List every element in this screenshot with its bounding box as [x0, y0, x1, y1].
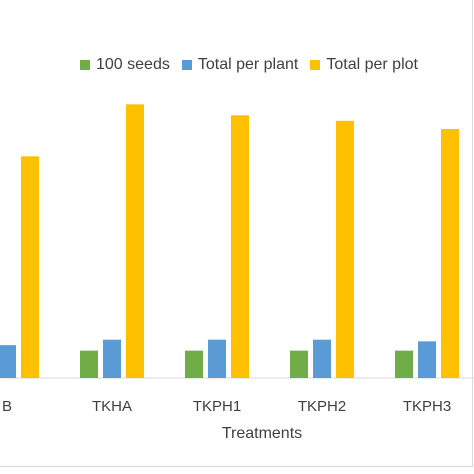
- legend-label: Total per plot: [326, 56, 418, 73]
- bar-tkph3-series-2: [441, 128, 459, 378]
- bar-tkph2-series-1: [313, 339, 331, 378]
- x-tick-label: B: [2, 398, 12, 415]
- bar-tkph3-series-0: [395, 350, 413, 378]
- legend-label: 100 seeds: [96, 56, 170, 73]
- legend-swatch: [181, 60, 192, 70]
- legend-item-100-seeds: 100 seeds: [80, 56, 170, 74]
- bar-tkph3-series-1: [418, 341, 436, 378]
- x-tick-label: TKHA: [92, 398, 132, 415]
- bar-tkph1-series-1: [208, 339, 226, 378]
- legend-swatch: [80, 60, 90, 70]
- bar-tkph2-series-2: [336, 120, 354, 379]
- bar-b-series-2: [21, 156, 39, 378]
- x-tick-label: TKPH3: [403, 398, 451, 415]
- bar-tkph1-series-0: [185, 350, 203, 378]
- bar-tkph2-series-0: [290, 350, 308, 378]
- legend-swatch: [310, 60, 321, 70]
- bar-b-series-1: [0, 345, 16, 378]
- bar-tkha-series-2: [126, 104, 144, 378]
- chart-legend: 100 seeds Total per plant Total per plot: [80, 56, 418, 74]
- bar-tkha-series-1: [103, 339, 121, 378]
- x-tick-label: TKPH2: [298, 398, 346, 415]
- legend-item-total-per-plant: Total per plant: [181, 56, 299, 74]
- legend-item-total-per-plot: Total per plot: [310, 56, 418, 74]
- bar-tkph1-series-2: [231, 115, 249, 379]
- bar-tkha-series-0: [80, 350, 98, 378]
- x-axis-title: Treatments: [221, 425, 303, 442]
- legend-label: Total per plant: [197, 56, 299, 73]
- x-tick-label: TKPH1: [193, 398, 241, 415]
